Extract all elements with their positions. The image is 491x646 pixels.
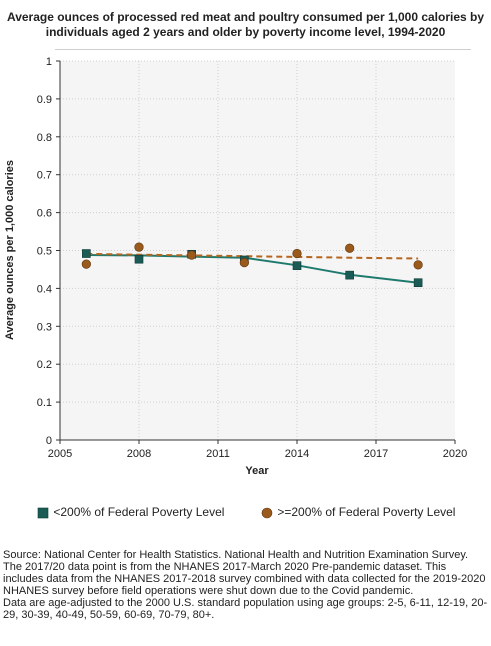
legend-label-above-200: >=200% of Federal Poverty Level bbox=[277, 505, 456, 519]
legend: <200% of Federal Poverty Level >=200% of… bbox=[0, 505, 491, 525]
point-circle-series-1 bbox=[292, 248, 302, 259]
y-tick-label: 0.3 bbox=[37, 321, 52, 333]
x-tick-label: 2011 bbox=[206, 448, 230, 460]
legend-item-below-200[interactable]: <200% of Federal Poverty Level bbox=[36, 505, 224, 520]
x-tick-label: 2014 bbox=[285, 448, 309, 460]
point-square-series-0 bbox=[82, 249, 91, 258]
y-axis-title: Average ounces per 1,000 calories bbox=[4, 160, 16, 340]
source-notes: Source: National Center for Health Stati… bbox=[3, 549, 488, 621]
y-tick-label: 1 bbox=[46, 56, 52, 68]
point-circle-series-1 bbox=[239, 258, 249, 268]
y-tick-label: 0.2 bbox=[37, 359, 52, 371]
dataset-note: The 2017/20 data point is from the NHANE… bbox=[3, 561, 486, 597]
axes bbox=[56, 60, 456, 444]
point-square-series-0 bbox=[292, 261, 302, 270]
chart-svg: 0 0.1 0.2 0.3 0.4 0.5 0.6 0.7 0.8 0.9 1 2005 2008 201… bbox=[4, 56, 468, 477]
point-square-series-0 bbox=[413, 278, 423, 288]
legend-circle-marker-icon bbox=[261, 507, 273, 519]
x-tick-label: 2005 bbox=[48, 448, 72, 460]
age-adjustment-note: Data are age-adjusted to the 2000 U.S. s… bbox=[3, 597, 488, 621]
x-tick-label: 2008 bbox=[127, 448, 151, 460]
point-circle-series-1 bbox=[81, 259, 91, 269]
title-divider bbox=[55, 49, 471, 50]
x-tick-label: 2017 bbox=[364, 448, 388, 460]
point-circle-series-1 bbox=[134, 242, 144, 252]
point-circle-series-1 bbox=[413, 260, 423, 270]
point-circle-series-1 bbox=[345, 243, 355, 253]
y-tick-label: 0.5 bbox=[37, 246, 52, 258]
y-tick-label: 0.4 bbox=[37, 283, 52, 295]
point-square-series-0 bbox=[134, 254, 144, 264]
data-points bbox=[81, 242, 423, 288]
y-tick-label: 0.6 bbox=[37, 208, 52, 220]
plot-background bbox=[60, 61, 455, 440]
trend-line-series-1 bbox=[86, 252, 419, 260]
legend-item-above-200[interactable]: >=200% of Federal Poverty Level bbox=[260, 505, 455, 520]
point-square-series-0 bbox=[345, 270, 354, 280]
y-tick-label: 0.7 bbox=[37, 170, 52, 182]
point-circle-series-1 bbox=[187, 250, 197, 260]
y-tick-label: 0.9 bbox=[37, 94, 52, 106]
y-tick-label: 0 bbox=[46, 435, 52, 447]
x-axis-title: Year bbox=[245, 465, 269, 477]
tick-labels: 0 0.1 0.2 0.3 0.4 0.5 0.6 0.7 0.8 0.9 1 2005 2008 201… bbox=[37, 56, 468, 460]
legend-label-below-200: <200% of Federal Poverty Level bbox=[53, 505, 225, 519]
legend-square-marker-icon bbox=[37, 507, 49, 519]
source-line: Source: National Center for Health Stati… bbox=[3, 549, 469, 561]
y-tick-label: 0.1 bbox=[37, 397, 52, 409]
chart-title: Average ounces of processed red meat and… bbox=[6, 10, 485, 39]
y-tick-label: 0.8 bbox=[37, 132, 52, 144]
x-tick-label: 2020 bbox=[443, 448, 467, 460]
